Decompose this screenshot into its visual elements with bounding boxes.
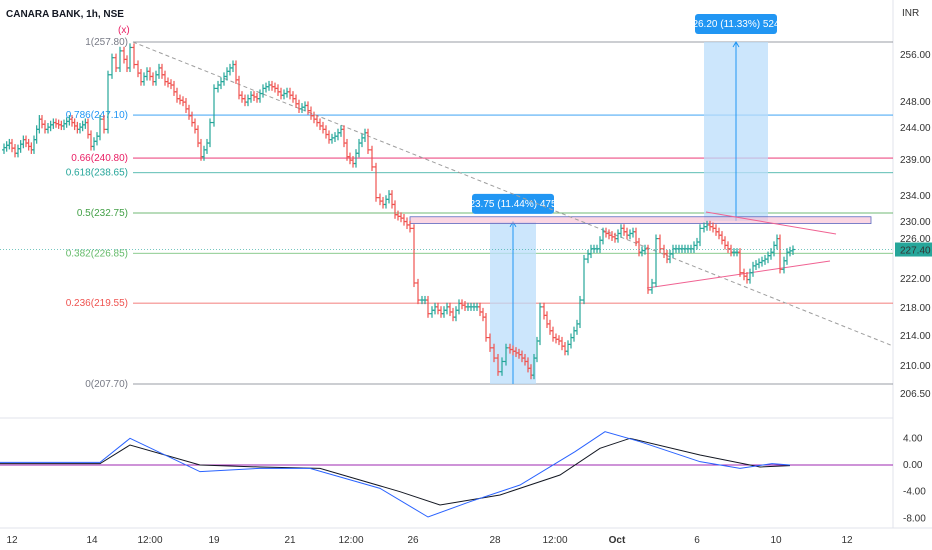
osc-tick-label: -8.00 — [903, 513, 926, 524]
ohlc-bar — [366, 128, 370, 154]
price-tick-label: 222.00 — [900, 274, 931, 285]
ohlc-bar — [412, 224, 416, 288]
ohlc-bar — [118, 46, 122, 73]
ohlc-bars — [2, 43, 795, 380]
price-tick-label: 214.00 — [900, 331, 931, 342]
price-tick-label: 244.00 — [900, 123, 931, 134]
ohlc-bar — [654, 234, 658, 288]
fib-retracement: 1(257.80) 0.786(247.10) 0.66(240.80) 0.618(… — [66, 37, 893, 390]
time-tick-label: 28 — [489, 535, 501, 546]
osc-tick-label: -4.00 — [903, 487, 926, 498]
ohlc-bar — [484, 313, 488, 342]
ohlc-bar — [646, 244, 650, 294]
oscillator-pane: 4.00 0.00 -4.00 -8.00 — [0, 431, 926, 524]
indicator-marker[interactable]: (x) — [118, 25, 130, 36]
time-tick-label: 19 — [208, 535, 220, 546]
ohlc-bar — [426, 295, 430, 318]
price-tick-label: 210.00 — [900, 361, 931, 372]
ohlc-bar — [496, 353, 500, 376]
ohlc-bar — [500, 357, 504, 376]
time-tick-label: 26 — [407, 535, 419, 546]
ohlc-bar — [408, 220, 412, 233]
time-axis: 12 14 12:00 19 21 12:00 26 28 12:00 Oct 6 10 12 — [6, 535, 853, 546]
triangle-lower-line — [646, 260, 831, 289]
ohlc-bar — [778, 234, 782, 274]
measure-label: 26.20 (11.33%) 524 — [692, 19, 780, 30]
price-tick-label: 226.00 — [900, 234, 931, 245]
osc-main-line — [0, 431, 791, 518]
ohlc-bar — [738, 248, 742, 277]
ohlc-bar — [492, 343, 496, 363]
ohlc-bar — [488, 333, 492, 352]
time-tick-label: 21 — [284, 535, 296, 546]
time-tick-label: 6 — [694, 535, 700, 546]
ohlc-bar — [698, 224, 702, 247]
ohlc-bar — [110, 53, 114, 79]
measure-label-bg — [695, 14, 777, 34]
time-tick-label: 12 — [841, 535, 853, 546]
ohlc-bar — [114, 53, 118, 73]
osc-signal-line — [0, 437, 791, 506]
ohlc-bar — [102, 115, 106, 134]
time-tick-label: 12:00 — [338, 535, 363, 546]
ohlc-bar — [98, 115, 102, 141]
measure-label-bg — [472, 193, 554, 214]
price-tick-label: 206.50 — [900, 389, 931, 400]
ohlc-bar — [106, 70, 110, 134]
ohlc-bar — [374, 162, 378, 202]
time-tick-label: 10 — [770, 535, 782, 546]
currency-label: INR — [902, 8, 919, 19]
time-tick-label: 14 — [86, 535, 98, 546]
triangle-upper-line — [705, 211, 837, 235]
ohlc-bar — [212, 84, 216, 127]
ohlc-bar — [128, 43, 132, 73]
fib-level-label: 0.236(219.55) — [66, 298, 128, 309]
price-tick-label: 248.00 — [900, 97, 931, 108]
time-tick-label: 12:00 — [542, 535, 567, 546]
price-axis: 256.00 248.00 244.00 239.00 234.00 230.00 226.… — [0, 50, 932, 400]
fib-level-label: 1(257.80) — [85, 37, 128, 48]
fib-level-label: 0.786(247.10) — [66, 110, 128, 121]
fib-level-label: 0.382(226.85) — [66, 248, 128, 259]
price-tick-label: 239.00 — [900, 155, 931, 166]
last-price-label: 227.40 — [900, 246, 931, 257]
fib-level-label: 0.5(232.75) — [77, 208, 128, 219]
ohlc-bar — [791, 245, 795, 255]
last-price-badge — [895, 242, 932, 257]
fib-level-label: 0.618(238.65) — [66, 168, 128, 179]
price-tick-label: 234.00 — [900, 191, 931, 202]
ohlc-bar — [582, 254, 586, 305]
ohlc-bar — [132, 43, 136, 69]
symbol-header: CANARA BANK, 1h, NSE — [6, 9, 124, 20]
fib-level-label: 0(207.70) — [85, 379, 128, 390]
measure-label: 23.75 (11.44%) 475 — [469, 199, 557, 210]
ohlc-bar — [370, 145, 374, 172]
ohlc-bar — [658, 234, 662, 253]
time-tick-label: 12 — [6, 535, 18, 546]
time-tick-label: 12:00 — [137, 535, 162, 546]
osc-tick-label: 0.00 — [903, 460, 923, 471]
resistance-zone — [409, 216, 872, 224]
ohlc-bar — [578, 295, 582, 329]
price-tick-label: 230.00 — [900, 217, 931, 228]
ohlc-bar — [208, 118, 212, 148]
price-tick-label: 218.00 — [900, 303, 931, 314]
ohlc-bar — [650, 278, 654, 294]
ohlc-bar — [416, 278, 420, 305]
price-tick-label: 256.00 — [900, 50, 931, 61]
time-tick-label: Oct — [609, 535, 626, 546]
measure-arrowhead — [732, 41, 740, 48]
ohlc-bar — [538, 302, 542, 346]
osc-tick-label: 4.00 — [903, 433, 923, 444]
ohlc-bar — [504, 343, 508, 366]
fib-level-label: 0.66(240.80) — [71, 153, 128, 164]
